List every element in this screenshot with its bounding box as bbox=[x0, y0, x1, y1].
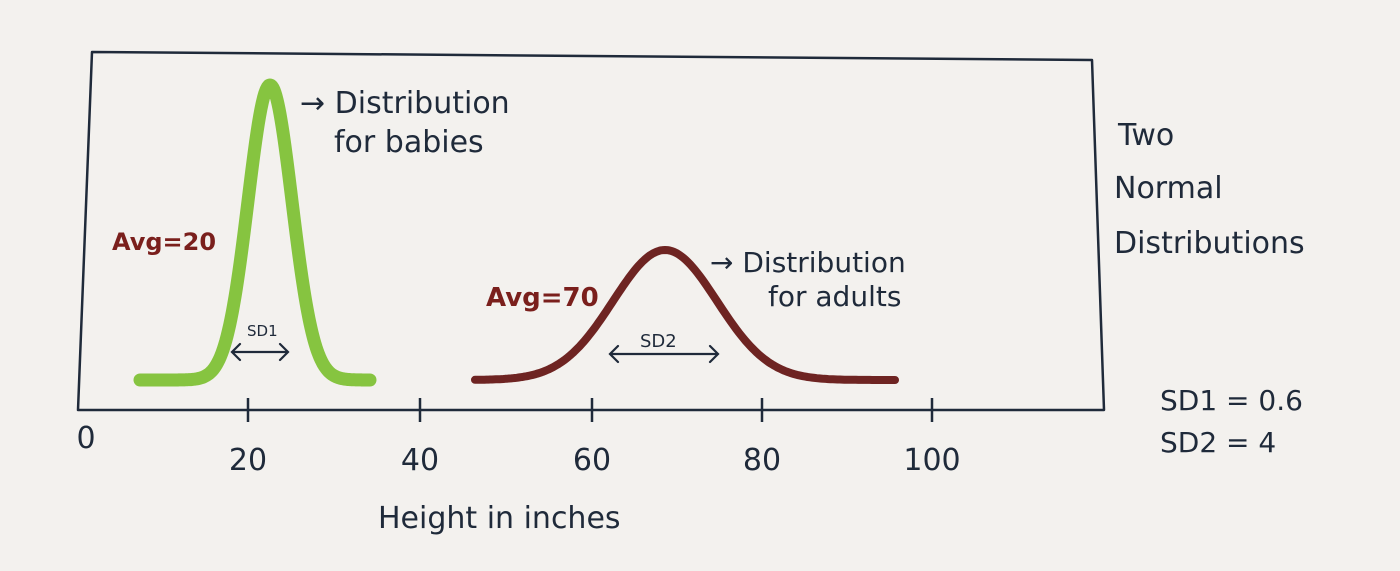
sd-arrow-babies bbox=[230, 342, 290, 362]
sd-note-2: SD2 = 4 bbox=[1160, 426, 1276, 459]
sd-arrows bbox=[230, 342, 720, 364]
plot-frame bbox=[76, 50, 1106, 412]
x-tick-label-80: 80 bbox=[743, 443, 781, 478]
x-tick-label-100: 100 bbox=[903, 443, 960, 478]
curve-babies bbox=[133, 78, 377, 387]
annotation-babies-line1: → Distribution bbox=[300, 86, 510, 121]
annotation-adults-line1: → Distribution bbox=[710, 246, 906, 279]
x-tick-label-40: 40 bbox=[401, 443, 439, 478]
curve-adults bbox=[471, 246, 899, 384]
annotation-babies-line2: for babies bbox=[334, 125, 484, 160]
x-axis-tick-labels: 0 20 40 60 80 100 bbox=[76, 421, 960, 478]
avg-label-babies: Avg=20 bbox=[112, 228, 216, 256]
sd-note-1: SD1 = 0.6 bbox=[1160, 384, 1303, 417]
distribution-curves bbox=[133, 78, 899, 387]
sd-label-babies: SD1 bbox=[247, 322, 278, 340]
sd-label-adults: SD2 bbox=[640, 331, 677, 352]
chart-title-line1: Two bbox=[1117, 118, 1174, 153]
annotation-adults-line2: for adults bbox=[768, 280, 901, 313]
x-tick-label-20: 20 bbox=[229, 443, 267, 478]
chart-title-line2: Normal bbox=[1114, 171, 1223, 206]
chart-title-line3: Distributions bbox=[1114, 226, 1305, 261]
x-tick-label-60: 60 bbox=[573, 443, 611, 478]
x-tick-label-0: 0 bbox=[76, 421, 95, 456]
avg-label-adults: Avg=70 bbox=[486, 283, 599, 313]
sd-arrow-adults bbox=[608, 344, 720, 364]
x-axis-label: Height in inches bbox=[378, 501, 621, 536]
x-axis-ticks bbox=[246, 398, 934, 422]
